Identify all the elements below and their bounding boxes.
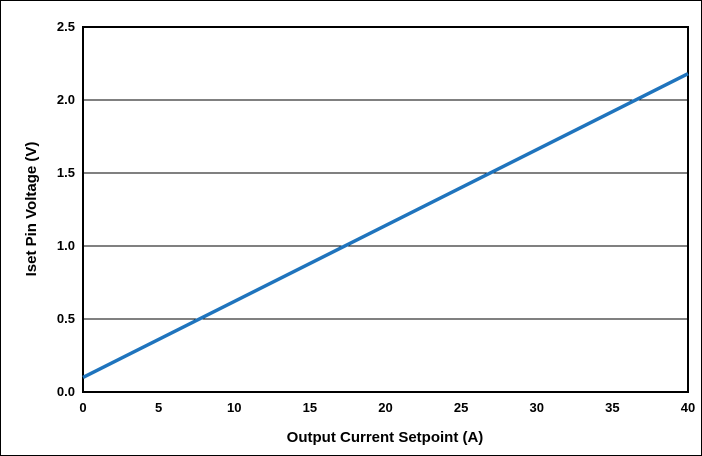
x-tick-label: 10	[227, 400, 241, 415]
x-tick-label: 30	[530, 400, 544, 415]
y-tick-label: 0.5	[57, 311, 75, 326]
x-tick-label: 20	[378, 400, 392, 415]
x-axis-title: Output Current Setpoint (A)	[287, 429, 484, 446]
x-tick-labels: 0 5 10 15 20 25 30 35 40	[79, 400, 695, 415]
x-tick-label: 25	[454, 400, 468, 415]
y-axis-title: Iset Pin Voltage (V)	[23, 142, 40, 277]
y-tick-label: 0.0	[57, 384, 75, 399]
x-tick-label: 40	[681, 400, 695, 415]
x-tick-label: 15	[303, 400, 317, 415]
x-tick-label: 5	[155, 400, 162, 415]
y-tick-label: 2.0	[57, 92, 75, 107]
y-tick-label: 2.5	[57, 19, 75, 34]
x-tick-label: 0	[79, 400, 86, 415]
y-tick-label: 1.0	[57, 238, 75, 253]
y-tick-labels: 0.0 0.5 1.0 1.5 2.0 2.5	[57, 19, 75, 399]
x-tick-label: 35	[605, 400, 619, 415]
y-tick-label: 1.5	[57, 165, 75, 180]
plot-area	[83, 27, 688, 392]
